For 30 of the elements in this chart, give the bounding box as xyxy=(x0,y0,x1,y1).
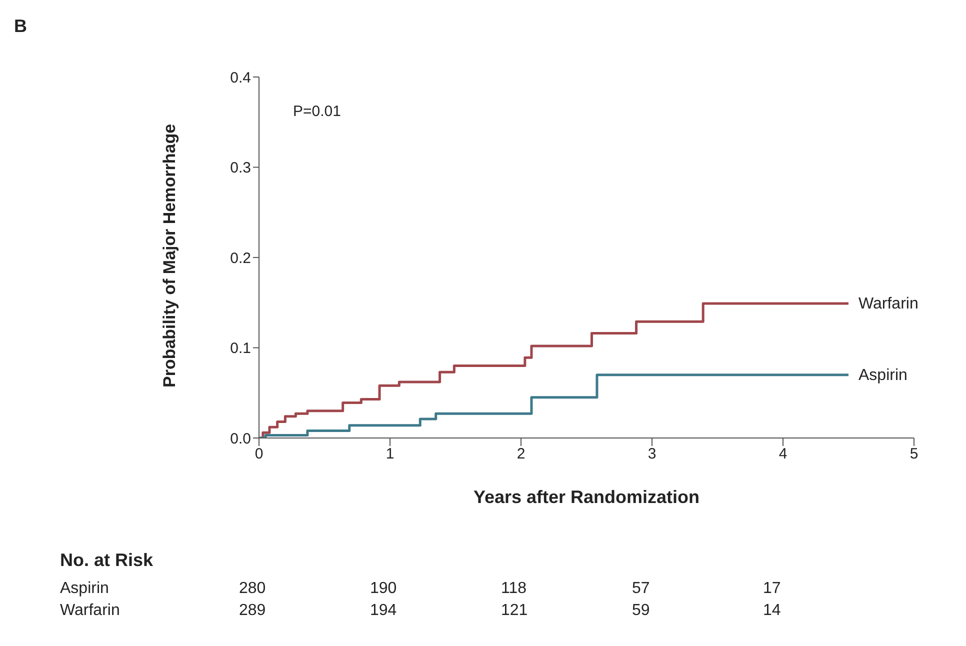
y-tick-label: 0.0 xyxy=(230,430,251,448)
x-tick-label: 3 xyxy=(648,446,656,463)
x-tick-label: 5 xyxy=(910,446,918,463)
x-tick-label: 2 xyxy=(516,446,526,463)
text: 14 xyxy=(763,602,781,620)
text: 57 xyxy=(632,580,650,598)
y-tick-label: 0.2 xyxy=(230,250,251,267)
x-tick-label: 4 xyxy=(778,446,788,463)
annotation: P=0.01 xyxy=(293,103,341,120)
text: 194 xyxy=(370,602,397,620)
text: No. at Risk xyxy=(60,550,154,571)
y-tick-label: 0.1 xyxy=(230,340,251,358)
text: 59 xyxy=(632,602,650,620)
x-tick-label: 0 xyxy=(254,446,264,463)
y-tick-label: 0.3 xyxy=(230,160,251,177)
y-tick-label: 0.4 xyxy=(230,69,251,86)
text: Warfarin xyxy=(60,602,120,620)
text: 289 xyxy=(239,602,266,620)
text: B xyxy=(14,16,27,37)
text: 280 xyxy=(239,580,266,598)
x-axis-title: Years after Randomization xyxy=(473,486,700,507)
x-tick-label: 1 xyxy=(386,446,394,463)
y-axis-title: Probability of Major Hemorrhage xyxy=(160,124,180,388)
text: 190 xyxy=(370,580,397,598)
text: 118 xyxy=(501,580,527,598)
text: 121 xyxy=(501,602,528,620)
text: Aspirin xyxy=(60,580,109,598)
series-label: Aspirin xyxy=(858,366,908,384)
text: 17 xyxy=(763,580,781,598)
series-label: Warfarin xyxy=(858,296,918,313)
